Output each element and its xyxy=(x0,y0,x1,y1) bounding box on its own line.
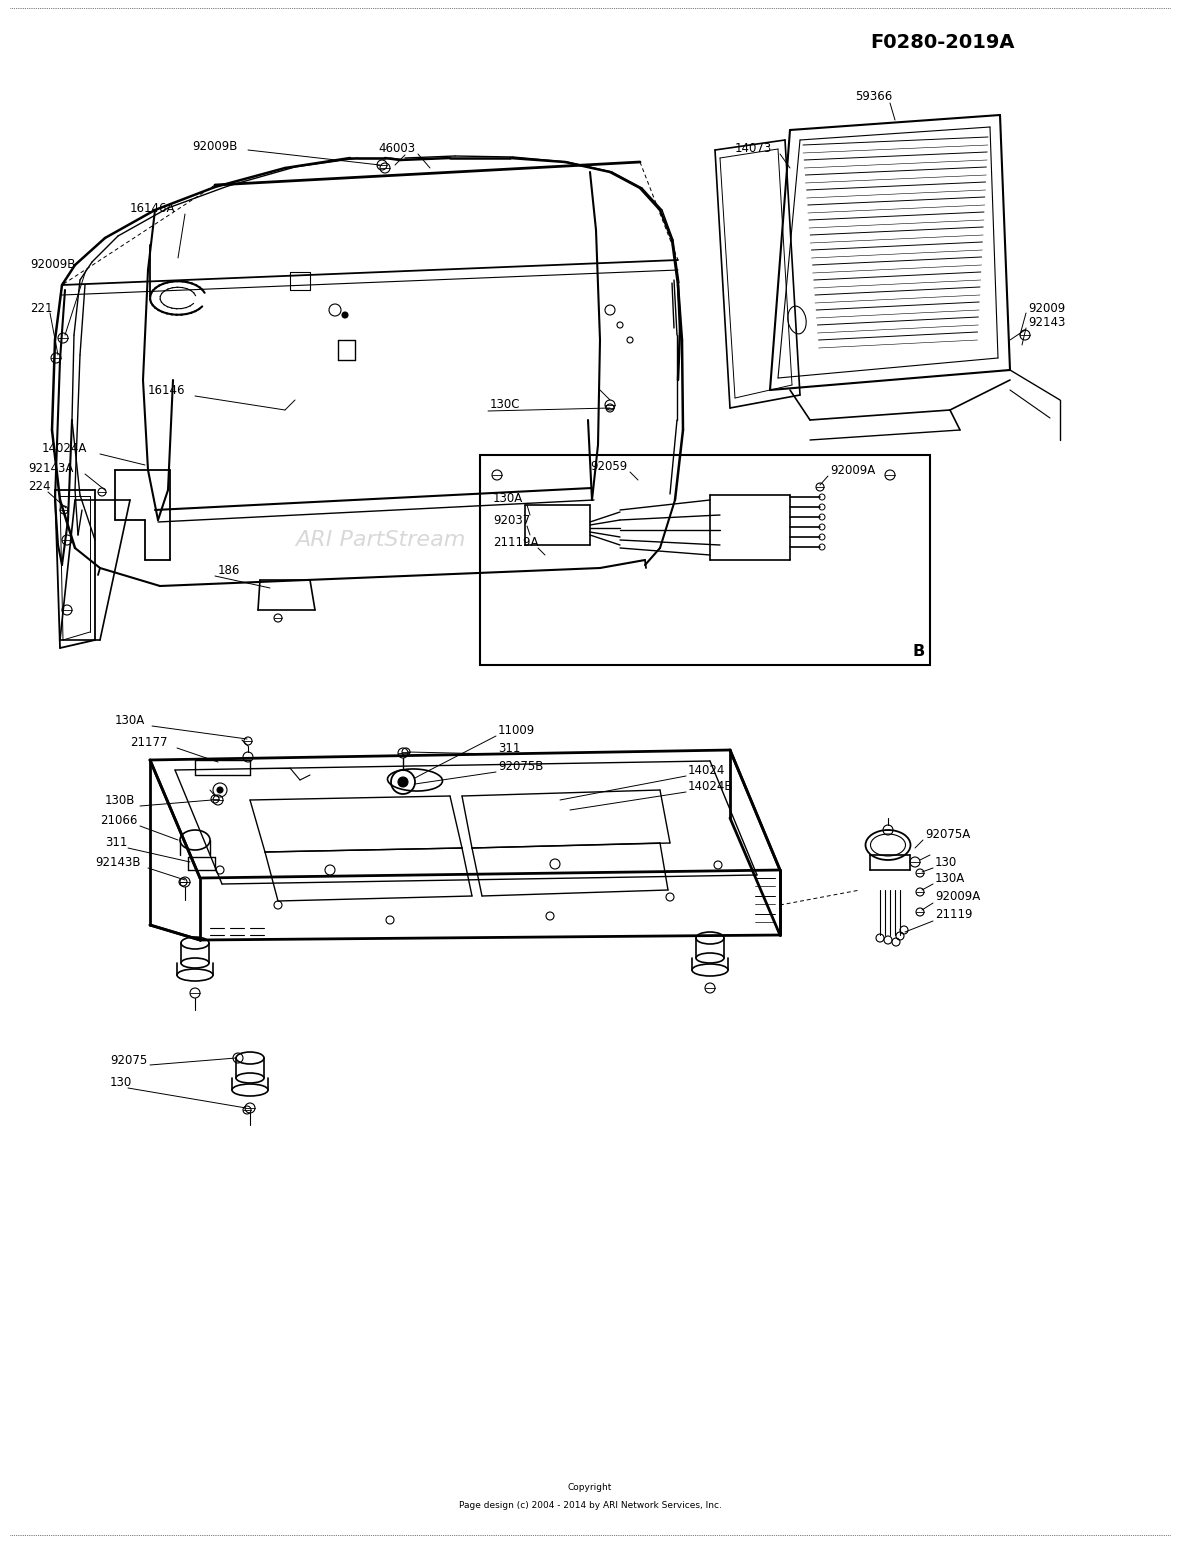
Text: 59366: 59366 xyxy=(856,91,892,103)
Circle shape xyxy=(342,312,348,318)
Text: Page design (c) 2004 - 2014 by ARI Network Services, Inc.: Page design (c) 2004 - 2014 by ARI Netwo… xyxy=(459,1500,721,1509)
Text: 92009B: 92009B xyxy=(30,259,76,272)
Text: 92009A: 92009A xyxy=(830,463,876,477)
Text: 16146A: 16146A xyxy=(130,202,176,214)
Text: 21177: 21177 xyxy=(130,736,168,748)
Text: 311: 311 xyxy=(105,835,127,849)
Text: 21066: 21066 xyxy=(100,813,137,827)
Text: 130A: 130A xyxy=(493,492,523,505)
Text: 92059: 92059 xyxy=(590,460,628,474)
Text: 92075B: 92075B xyxy=(498,759,543,773)
Text: 21119: 21119 xyxy=(935,909,972,921)
Text: 130: 130 xyxy=(110,1075,132,1088)
Text: 92143B: 92143B xyxy=(96,855,140,869)
Text: 311: 311 xyxy=(498,742,520,755)
Text: 21119A: 21119A xyxy=(493,535,538,548)
Text: 14024B: 14024B xyxy=(688,779,734,793)
Text: 92075: 92075 xyxy=(110,1054,148,1066)
Text: 92009: 92009 xyxy=(1028,301,1066,315)
Text: 130A: 130A xyxy=(114,713,145,727)
Text: 14024: 14024 xyxy=(688,764,726,776)
Text: 130: 130 xyxy=(935,855,957,869)
Text: 92143: 92143 xyxy=(1028,316,1066,330)
Text: 11009: 11009 xyxy=(498,724,536,736)
Text: B: B xyxy=(912,643,924,659)
Text: 130B: 130B xyxy=(105,793,136,807)
Circle shape xyxy=(217,787,223,793)
Text: 92143A: 92143A xyxy=(28,461,73,475)
Text: Copyright: Copyright xyxy=(568,1483,612,1492)
Text: 130A: 130A xyxy=(935,872,965,884)
Text: ARI PartStream: ARI PartStream xyxy=(295,529,465,549)
Circle shape xyxy=(398,778,408,787)
Text: 46003: 46003 xyxy=(378,142,415,154)
Text: 92009B: 92009B xyxy=(192,140,237,153)
Bar xyxy=(480,455,930,665)
Text: 14073: 14073 xyxy=(735,142,772,154)
Text: 92009A: 92009A xyxy=(935,890,981,904)
Text: F0280-2019A: F0280-2019A xyxy=(870,32,1015,51)
Text: 92037: 92037 xyxy=(493,514,530,526)
Text: 221: 221 xyxy=(30,301,52,315)
Text: 130C: 130C xyxy=(490,398,520,412)
Text: 92075A: 92075A xyxy=(925,829,970,841)
Text: 14024A: 14024A xyxy=(42,441,87,455)
Text: 224: 224 xyxy=(28,480,51,492)
Text: 16146: 16146 xyxy=(148,384,185,397)
Text: 186: 186 xyxy=(218,563,241,577)
